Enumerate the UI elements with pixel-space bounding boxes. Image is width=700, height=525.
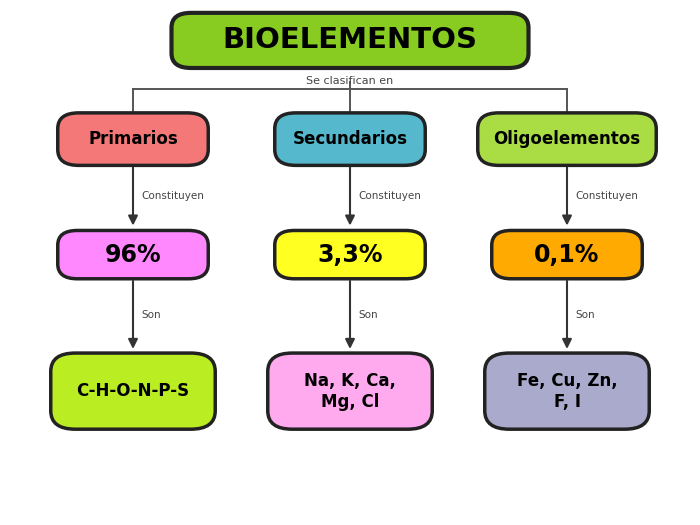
Text: Oligoelementos: Oligoelementos xyxy=(494,130,640,148)
FancyBboxPatch shape xyxy=(484,353,650,429)
Text: 3,3%: 3,3% xyxy=(317,243,383,267)
FancyBboxPatch shape xyxy=(57,230,209,279)
Text: Son: Son xyxy=(575,310,595,320)
Text: Son: Son xyxy=(141,310,161,320)
Text: Fe, Cu, Zn,
F, I: Fe, Cu, Zn, F, I xyxy=(517,372,617,411)
Text: Constituyen: Constituyen xyxy=(358,191,421,202)
Text: Primarios: Primarios xyxy=(88,130,178,148)
Text: 0,1%: 0,1% xyxy=(534,243,600,267)
Text: BIOELEMENTOS: BIOELEMENTOS xyxy=(223,26,477,55)
FancyBboxPatch shape xyxy=(50,353,216,429)
FancyBboxPatch shape xyxy=(172,13,528,68)
FancyBboxPatch shape xyxy=(274,230,426,279)
FancyBboxPatch shape xyxy=(57,113,209,165)
Text: C-H-O-N-P-S: C-H-O-N-P-S xyxy=(76,382,190,400)
Text: Secundarios: Secundarios xyxy=(293,130,407,148)
Text: Constituyen: Constituyen xyxy=(575,191,638,202)
FancyBboxPatch shape xyxy=(274,113,426,165)
Text: Na, K, Ca,
Mg, Cl: Na, K, Ca, Mg, Cl xyxy=(304,372,396,411)
Text: Son: Son xyxy=(358,310,378,320)
FancyBboxPatch shape xyxy=(491,230,643,279)
FancyBboxPatch shape xyxy=(477,113,657,165)
FancyBboxPatch shape xyxy=(267,353,433,429)
Text: Constituyen: Constituyen xyxy=(141,191,204,202)
Text: Se clasifican en: Se clasifican en xyxy=(307,76,393,87)
Text: 96%: 96% xyxy=(105,243,161,267)
